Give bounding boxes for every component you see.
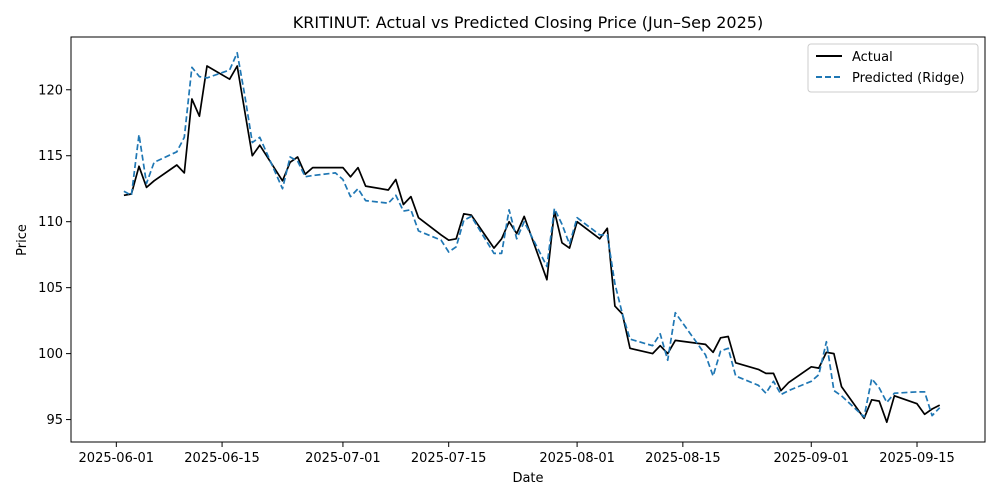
x-tick-label: 2025-09-01 xyxy=(773,451,849,466)
x-tick-label: 2025-07-01 xyxy=(305,451,381,466)
y-axis: 95 100 105 110 115 120 xyxy=(38,83,71,428)
plot-area xyxy=(70,36,986,443)
x-tick-label: 2025-06-15 xyxy=(184,451,260,466)
x-tick-label: 2025-07-15 xyxy=(411,451,487,466)
x-tick-label: 2025-08-15 xyxy=(645,451,721,466)
y-tick-label: 95 xyxy=(46,413,63,428)
series-layer xyxy=(123,51,941,424)
y-axis-label: Price xyxy=(15,224,30,256)
x-tick-label: 2025-09-15 xyxy=(879,451,955,466)
legend-actual-label: Actual xyxy=(852,50,893,65)
x-axis-label: Date xyxy=(512,471,543,486)
y-tick-label: 110 xyxy=(38,215,63,230)
legend-box xyxy=(807,43,979,93)
y-tick-label: 115 xyxy=(38,149,63,164)
y-tick-label: 120 xyxy=(38,83,63,98)
legend: Actual Predicted (Ridge) xyxy=(807,43,979,93)
y-tick-label: 105 xyxy=(38,281,63,296)
chart-title: KRITINUT: Actual vs Predicted Closing Pr… xyxy=(293,13,763,32)
actual-series-line xyxy=(123,65,941,424)
x-tick-label: 2025-06-01 xyxy=(79,451,155,466)
predicted-series-line xyxy=(123,51,941,418)
x-tick-label: 2025-08-01 xyxy=(539,451,615,466)
y-tick-label: 100 xyxy=(38,347,63,362)
x-axis: 2025-06-01 2025-06-15 2025-07-01 2025-07-15… xyxy=(79,442,955,466)
legend-predicted-label: Predicted (Ridge) xyxy=(852,71,964,86)
